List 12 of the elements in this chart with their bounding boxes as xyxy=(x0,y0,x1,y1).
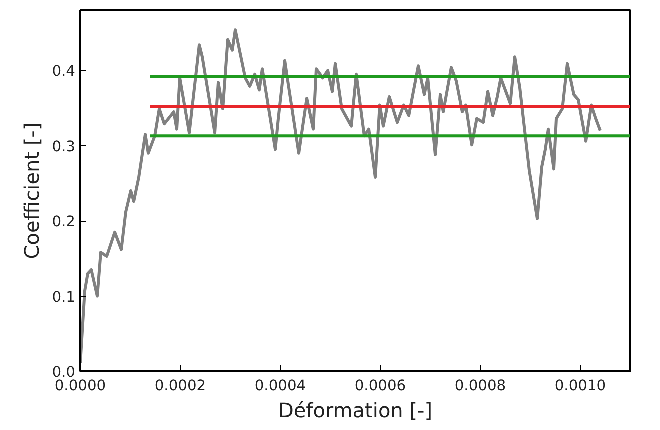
x-tick-label: 0.0002 xyxy=(154,378,206,394)
x-tick-label: 0.0008 xyxy=(454,378,506,394)
line-series xyxy=(80,28,602,365)
x-tick-label: 0.0006 xyxy=(354,378,406,394)
x-tick-label: 0.0004 xyxy=(254,378,306,394)
x-tick-label: 0.0010 xyxy=(554,378,606,394)
x-axis-title: Déformation [-] xyxy=(278,398,433,422)
y-tick-label: 0.3 xyxy=(52,138,76,156)
y-tick-label: 0.2 xyxy=(52,214,76,231)
y-tick-label: 0.1 xyxy=(52,288,76,306)
y-axis-title: Coefficient [-] xyxy=(20,122,44,260)
y-tick-label: 0.4 xyxy=(52,63,76,80)
